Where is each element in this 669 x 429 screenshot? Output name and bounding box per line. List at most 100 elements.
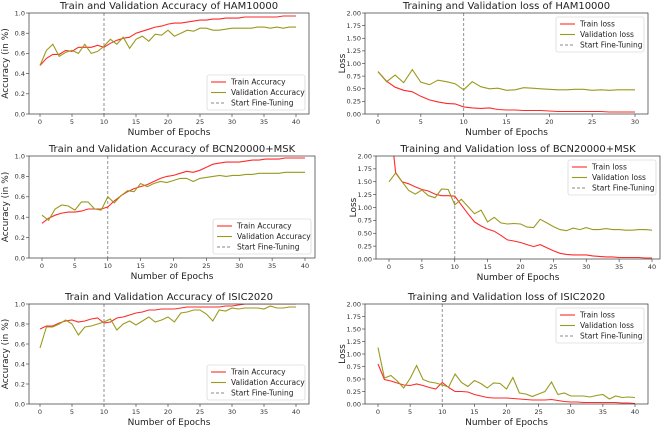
chart-title: Train and Validation Accuracy of ISIC202… [64, 292, 273, 303]
y-tick-label: 1.75 [347, 22, 361, 30]
y-tick-label: 1.25 [347, 338, 361, 346]
x-tick-label: 20 [164, 408, 172, 416]
y-tick-label: 0.6 [15, 193, 25, 201]
x-tick-label: 5 [70, 118, 74, 126]
legend-label: Train Accuracy [230, 368, 286, 377]
y-tick-label: 0.2 [15, 380, 25, 388]
validation-line [377, 347, 636, 400]
validation-line [39, 305, 296, 349]
y-tick-label: 1.50 [358, 178, 372, 186]
x-tick-label: 0 [387, 263, 391, 271]
legend-label: Start Fine-Tuning [580, 332, 643, 341]
x-tick-label: 30 [631, 118, 639, 126]
y-tick-label: 2.00 [347, 300, 361, 308]
y-axis-label: Loss [338, 344, 348, 364]
y-tick-label: 2.00 [358, 152, 372, 160]
y-tick-label: 0.25 [358, 242, 372, 250]
y-tick-label: 0.2 [15, 234, 25, 242]
x-tick-label: 15 [502, 118, 510, 126]
x-tick-label: 20 [502, 408, 510, 416]
x-tick-label: 10 [438, 408, 446, 416]
x-axis-label: Number of Epochs [465, 418, 548, 428]
validation-line [41, 171, 305, 222]
legend-label: Start Fine-Tuning [237, 243, 300, 252]
axes-frame [28, 155, 316, 259]
x-tick-label: 30 [235, 262, 243, 270]
x-axis-label: Number of Epochs [128, 128, 211, 138]
y-tick-label: 1.50 [347, 325, 361, 333]
legend-box [555, 307, 645, 344]
chart-title: Training and Validation loss of ISIC2020 [407, 292, 605, 303]
chart-panel: Train and Validation Accuracy of HAM1000… [1, 1, 310, 138]
x-tick-label: 0 [38, 408, 42, 416]
legend-label: Validation loss [592, 173, 646, 182]
y-tick-label: 0.2 [15, 90, 25, 98]
y-tick-label: 0.75 [347, 72, 361, 80]
train-line [377, 363, 636, 404]
chart-panel: Train and Validation Accuracy of BCN2000… [1, 144, 316, 282]
x-tick-label: 25 [549, 263, 557, 271]
axes-frame [375, 155, 661, 260]
legend-box [567, 159, 657, 196]
legend-label: Train Accuracy [230, 78, 286, 87]
validation-line [377, 68, 635, 91]
chart-title: Train and Validation Accuracy of HAM1000… [59, 1, 278, 12]
y-axis-label: Accuracy (in %) [1, 319, 11, 390]
x-tick-label: 5 [419, 118, 423, 126]
x-tick-label: 30 [582, 263, 590, 271]
x-tick-label: 15 [132, 118, 140, 126]
x-tick-label: 0 [376, 408, 380, 416]
x-tick-label: 15 [136, 262, 144, 270]
x-tick-label: 5 [420, 263, 424, 271]
y-tick-label: 1.00 [358, 204, 372, 212]
chart-panel: Training and Validation loss of ISIC2020… [338, 292, 649, 428]
y-tick-label: 0.50 [347, 375, 361, 383]
x-tick-label: 25 [196, 118, 204, 126]
x-tick-label: 10 [100, 118, 108, 126]
y-tick-label: 1.50 [347, 35, 361, 43]
axes-frame [28, 303, 310, 405]
y-tick-label: 0.25 [347, 98, 361, 106]
legend-box [555, 16, 645, 53]
legend-label: Validation loss [580, 30, 634, 39]
chart-panel: Train and Validation Accuracy of ISIC202… [1, 292, 310, 428]
x-tick-label: 40 [292, 118, 300, 126]
y-tick-label: 0.0 [15, 110, 25, 118]
axes-frame [28, 12, 310, 115]
y-tick-label: 0.6 [15, 50, 25, 58]
x-tick-label: 15 [470, 408, 478, 416]
train-line [393, 156, 652, 259]
x-tick-label: 10 [100, 408, 108, 416]
x-tick-label: 25 [202, 262, 210, 270]
y-tick-label: 1.0 [15, 152, 25, 160]
axes-frame [364, 12, 649, 115]
legend-box [212, 218, 312, 255]
legend-label: Start Fine-Tuning [231, 99, 294, 108]
x-axis-label: Number of Epochs [131, 272, 214, 282]
y-tick-label: 0.6 [15, 340, 25, 348]
y-tick-label: 1.00 [347, 60, 361, 68]
legend-label: Train Accuracy [236, 222, 292, 231]
x-tick-label: 15 [132, 408, 140, 416]
x-tick-label: 40 [292, 408, 300, 416]
train-line [377, 71, 635, 113]
legend-label: Train loss [579, 311, 615, 320]
x-tick-label: 25 [196, 408, 204, 416]
x-axis-label: Number of Epochs [465, 128, 548, 138]
y-tick-label: 0.4 [15, 70, 25, 78]
x-tick-label: 5 [73, 262, 77, 270]
y-tick-label: 0.00 [358, 255, 372, 263]
y-axis-label: Accuracy (in %) [1, 28, 11, 99]
y-tick-label: 0.4 [15, 214, 25, 222]
x-tick-label: 0 [38, 118, 42, 126]
legend-label: Start Fine-Tuning [231, 389, 294, 398]
x-tick-label: 20 [516, 263, 524, 271]
x-tick-label: 35 [268, 262, 276, 270]
y-tick-label: 0.75 [347, 363, 361, 371]
x-tick-label: 5 [408, 408, 412, 416]
